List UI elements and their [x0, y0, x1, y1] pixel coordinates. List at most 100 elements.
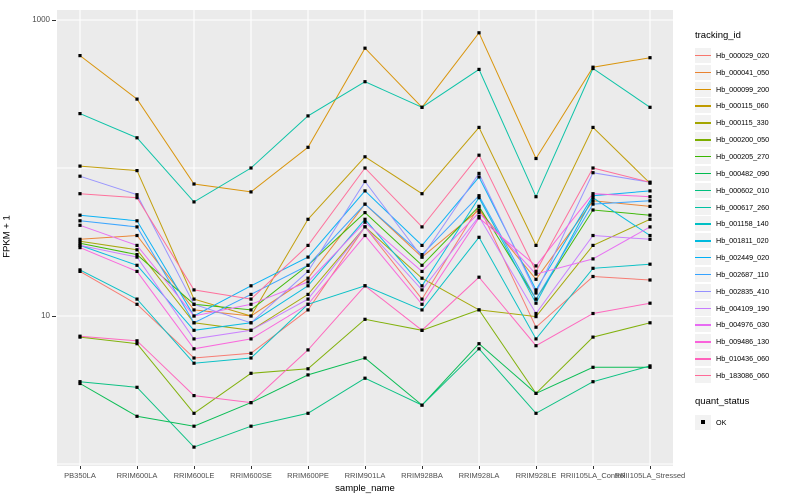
legend-item-Hb_001158_140: Hb_001158_140 [695, 215, 769, 232]
data-point [534, 269, 538, 273]
legend-key-box [695, 81, 711, 97]
legend-item-quant-ok: OK [695, 414, 726, 431]
x-tick-label-RRIM600PE: RRIM600PE [287, 471, 329, 480]
data-point [192, 182, 196, 186]
legend-tracking-items: Hb_000029_020 Hb_000041_050 Hb_000099_200 H… [695, 47, 769, 384]
data-point [192, 411, 196, 415]
data-point [534, 344, 538, 348]
legend-item-label: Hb_183086_060 [716, 370, 770, 380]
data-point [591, 274, 595, 279]
data-point [135, 243, 139, 247]
legend-key-box [695, 266, 711, 282]
data-point [420, 255, 424, 259]
data-point [477, 67, 481, 71]
x-tick-label-RRIM928LE: RRIM928LE [515, 471, 557, 480]
data-point [306, 292, 310, 296]
data-point [306, 367, 310, 371]
data-point [135, 302, 139, 306]
data-point [363, 189, 367, 193]
legend-key-line [695, 324, 711, 326]
data-point [534, 288, 538, 292]
legend-key-line [695, 54, 711, 57]
data-point [648, 199, 652, 203]
data-point [477, 347, 481, 351]
legend-item-Hb_002835_410: Hb_002835_410 [695, 283, 769, 300]
data-point [306, 348, 310, 352]
data-point [648, 225, 652, 229]
y-tick-label-10: 10 [41, 311, 50, 320]
data-point [534, 264, 538, 268]
data-point [420, 269, 424, 273]
data-point [477, 175, 481, 179]
legend-key-line [695, 273, 711, 276]
legend-key-line [695, 358, 711, 360]
x-tick-label-RRIM901LA: RRIM901LA [344, 471, 386, 480]
x-tick-mark [80, 466, 81, 469]
x-tick-mark [251, 466, 252, 469]
data-point [591, 202, 595, 206]
data-point [591, 257, 595, 261]
data-point [135, 233, 139, 238]
legend-item-label: Hb_002449_020 [716, 253, 770, 263]
data-point [420, 284, 424, 288]
data-point [648, 262, 652, 266]
data-point [78, 243, 82, 247]
legend-item-Hb_000115_330: Hb_000115_330 [695, 114, 769, 131]
legend-item-Hb_000617_260: Hb_000617_260 [695, 199, 769, 216]
data-point [192, 314, 196, 318]
data-point [420, 243, 424, 247]
legend-key-box [695, 115, 711, 131]
legend-key-line [695, 290, 711, 293]
x-tick-label-RRIM600LA: RRIM600LA [116, 471, 158, 480]
data-point [78, 174, 82, 178]
data-point [477, 153, 481, 157]
data-point [192, 321, 196, 325]
data-point [78, 192, 82, 196]
legend-item-label: Hb_001811_020 [716, 236, 769, 246]
data-point [78, 219, 82, 223]
data-point [648, 204, 652, 208]
data-point [477, 171, 481, 175]
data-point [648, 237, 652, 241]
data-point [306, 217, 310, 221]
data-point [420, 302, 424, 306]
x-tick-label-RRIM928LA: RRIM928LA [458, 471, 500, 480]
data-point [477, 196, 481, 200]
legend-key-line [695, 307, 711, 309]
data-point [591, 335, 595, 339]
data-point [363, 166, 367, 170]
data-point [477, 211, 481, 215]
x-axis-title: sample_name [335, 483, 395, 494]
data-point [648, 233, 652, 238]
legend-key-line [695, 374, 711, 377]
data-point [363, 220, 367, 224]
legend-item-Hb_000029_020: Hb_000029_020 [695, 47, 769, 64]
plot-panel [57, 10, 673, 466]
legend-item-Hb_000205_270: Hb_000205_270 [695, 148, 769, 165]
data-point [648, 213, 652, 217]
legend-key-box [695, 165, 711, 181]
data-point [420, 328, 424, 332]
data-point [249, 351, 253, 355]
plot-canvas [57, 10, 673, 466]
legend-item-label: Hb_000617_260 [716, 202, 770, 212]
x-tick-label-RRIM600SE: RRIM600SE [230, 471, 272, 480]
data-point [420, 105, 424, 109]
data-point [477, 204, 481, 208]
x-tick-label-RRII105LA_Control: RRII105LA_Control [560, 471, 626, 480]
data-point [534, 243, 538, 247]
x-tick-mark [536, 466, 537, 469]
data-point [192, 337, 196, 341]
legend-item-Hb_000482_090: Hb_000482_090 [695, 165, 769, 182]
data-point [306, 276, 310, 280]
data-point [477, 342, 481, 346]
data-point [534, 325, 538, 329]
data-point [477, 308, 481, 312]
x-tick-mark [137, 466, 138, 469]
legend-key-box [695, 98, 711, 114]
legend-item-label: Hb_000205_270 [716, 151, 770, 161]
legend-key-line [695, 88, 711, 90]
data-point [78, 237, 82, 241]
data-point [306, 411, 310, 415]
legend-item-label: Hb_000482_090 [716, 168, 770, 178]
